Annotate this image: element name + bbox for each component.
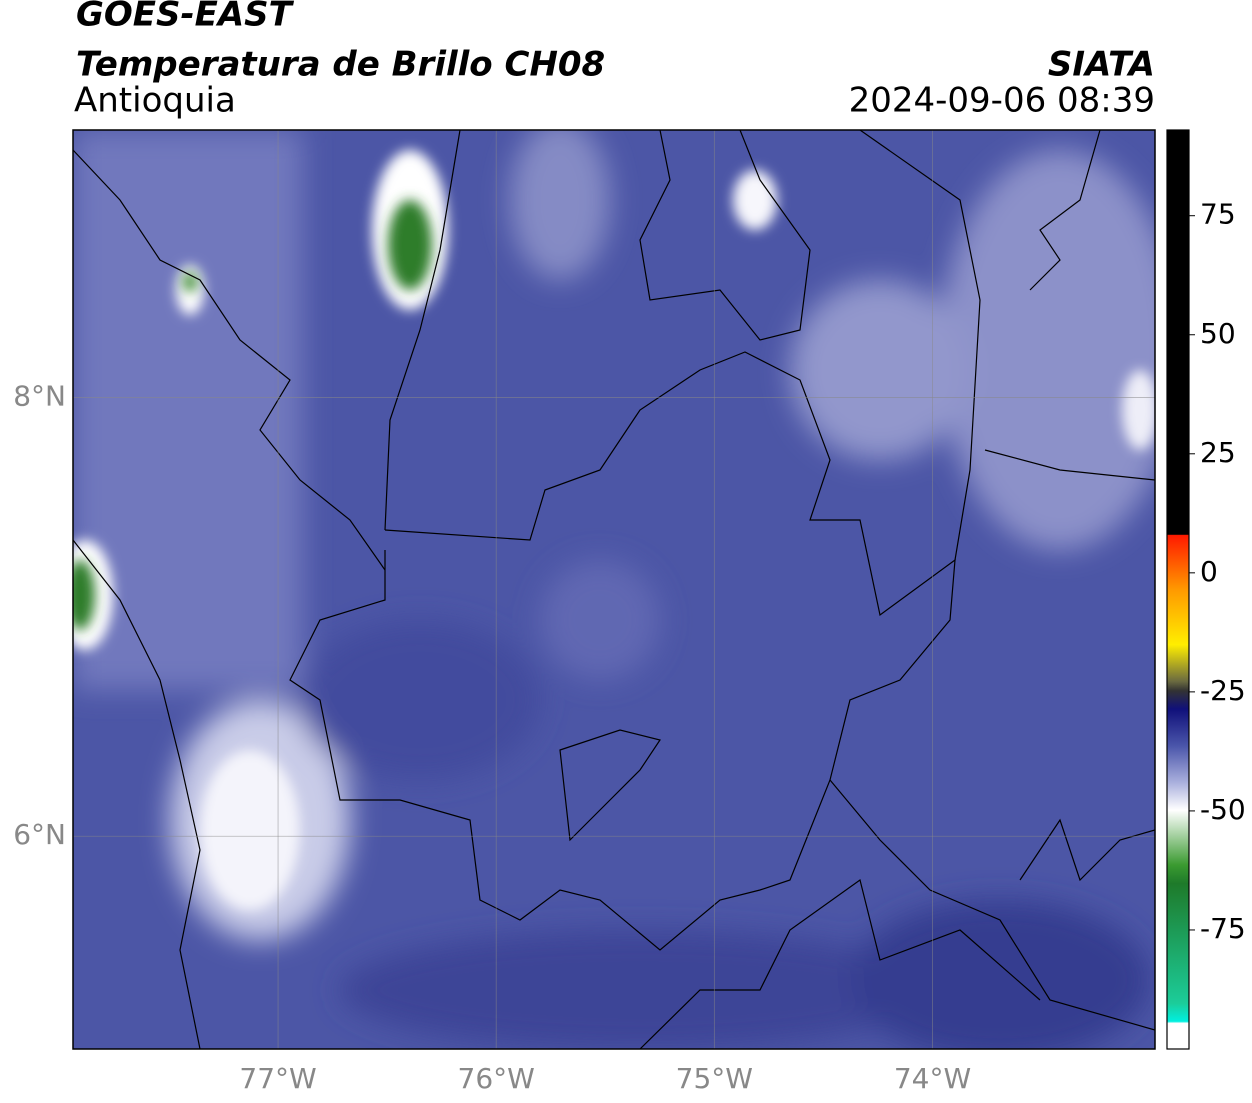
colorbar-tick-label: 75 — [1200, 198, 1236, 231]
colorbar-tick-label: 50 — [1200, 317, 1236, 350]
title: GOES-EAST — [76, 0, 295, 35]
colorbar — [1166, 129, 1190, 1050]
x-tick-label: 76°W — [458, 1062, 535, 1095]
satellite-image — [73, 130, 1155, 1049]
y-tick-label: 6°N — [13, 818, 66, 851]
colorbar-tick-label: 25 — [1200, 436, 1236, 469]
x-tick-label: 74°W — [894, 1062, 971, 1095]
borders — [73, 130, 1155, 1049]
colorbar-tick-label: 0 — [1200, 555, 1218, 588]
cold-tops — [73, 200, 432, 630]
colorbar-tick-label: -75 — [1200, 912, 1246, 945]
ticks: 77°W 76°W 75°W 74°W 8°N 6°N 75 50 25 0 -25 -50 -75 — [13, 198, 1246, 1095]
region: Antioquia — [74, 81, 236, 121]
colorbar-tick-label: -25 — [1200, 674, 1246, 707]
x-tick-label: 77°W — [239, 1062, 316, 1095]
plot-frame — [72, 129, 1156, 1050]
timestamp: 2024-09-06 08:39 — [849, 81, 1155, 121]
colorbar-tick-label: -50 — [1200, 793, 1246, 826]
source: SIATA — [1048, 45, 1155, 85]
y-tick-label: 8°N — [13, 380, 66, 413]
header: GOES-EAST Temperatura de Brillo CH08 Ant… — [74, 0, 1155, 121]
subtitle: Temperatura de Brillo CH08 — [76, 45, 605, 85]
grid — [73, 130, 1155, 1049]
x-tick-label: 75°W — [676, 1062, 753, 1095]
